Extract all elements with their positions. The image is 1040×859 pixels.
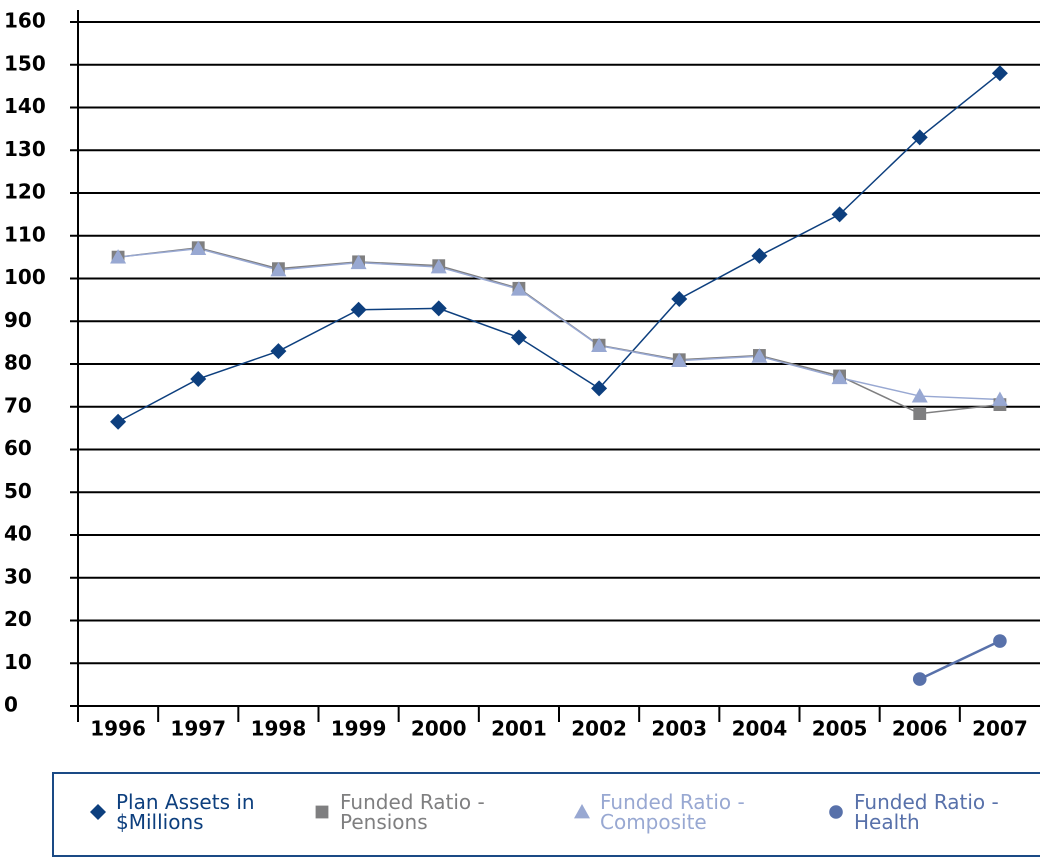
marker bbox=[829, 805, 843, 819]
series-line bbox=[117, 246, 1001, 415]
y-tick-label: 10 bbox=[4, 650, 32, 674]
marker bbox=[350, 301, 367, 318]
y-tick-label: 70 bbox=[4, 393, 32, 417]
marker bbox=[270, 261, 287, 277]
x-tick-label: 2006 bbox=[892, 717, 948, 741]
marker bbox=[430, 300, 447, 317]
marker bbox=[350, 254, 367, 270]
marker bbox=[574, 804, 590, 819]
x-tick-label: 2005 bbox=[812, 717, 868, 741]
x-tick-label: 1998 bbox=[251, 717, 307, 741]
marker bbox=[911, 388, 928, 403]
legend-marker bbox=[829, 805, 843, 819]
legend-marker bbox=[574, 804, 590, 819]
y-tick-label: 60 bbox=[4, 436, 32, 460]
series-line bbox=[117, 72, 1001, 423]
x-tick-label: 2003 bbox=[651, 717, 707, 741]
marker bbox=[110, 413, 127, 430]
marker bbox=[751, 247, 768, 264]
marker bbox=[90, 804, 106, 820]
marker bbox=[190, 240, 207, 255]
legend-label: Funded Ratio - Composite bbox=[600, 790, 745, 834]
marker bbox=[671, 352, 688, 367]
legend-item: Funded Ratio - Health bbox=[826, 792, 1034, 832]
legend-label: Funded Ratio - Pensions bbox=[340, 790, 485, 834]
y-tick-label: 50 bbox=[4, 479, 32, 503]
y-tick-label: 30 bbox=[4, 564, 32, 588]
x-tick-label: 2001 bbox=[491, 717, 547, 741]
marker bbox=[430, 258, 447, 274]
y-tick-label: 120 bbox=[4, 180, 46, 204]
y-tick-label: 150 bbox=[4, 51, 46, 75]
y-tick-label: 0 bbox=[4, 693, 18, 717]
x-tick-label: 1997 bbox=[170, 717, 226, 741]
marker bbox=[510, 329, 527, 346]
marker bbox=[831, 206, 848, 223]
marker bbox=[591, 380, 608, 397]
y-tick-label: 90 bbox=[4, 308, 32, 332]
legend-item: Plan Assets in $Millions bbox=[88, 792, 256, 832]
marker bbox=[315, 805, 329, 819]
x-tick-label: 2007 bbox=[972, 717, 1028, 741]
legend: Plan Assets in $Millions Funded Ratio - P… bbox=[52, 772, 1040, 857]
y-tick-label: 160 bbox=[4, 9, 46, 33]
series-line bbox=[118, 247, 1000, 401]
legend-label: Plan Assets in $Millions bbox=[116, 790, 255, 834]
marker bbox=[671, 291, 688, 308]
legend-marker bbox=[90, 804, 106, 820]
legend-item: Funded Ratio - Pensions bbox=[312, 792, 520, 832]
marker bbox=[190, 370, 207, 387]
marker bbox=[991, 391, 1008, 406]
marker bbox=[751, 348, 768, 363]
marker bbox=[911, 129, 928, 146]
marker bbox=[831, 369, 848, 385]
y-tick-label: 130 bbox=[4, 137, 46, 161]
x-tick-label: 2000 bbox=[411, 717, 467, 741]
marker bbox=[913, 407, 927, 420]
y-tick-label: 80 bbox=[4, 351, 32, 375]
y-tick-label: 110 bbox=[4, 222, 46, 246]
y-tick-label: 100 bbox=[4, 265, 46, 289]
marker bbox=[510, 281, 527, 296]
marker bbox=[110, 249, 127, 264]
x-tick-label: 1999 bbox=[331, 717, 387, 741]
y-tick-label: 20 bbox=[4, 607, 32, 631]
marker bbox=[993, 634, 1007, 648]
legend-item: Funded Ratio - Composite bbox=[572, 792, 780, 832]
legend-marker bbox=[315, 805, 329, 819]
x-tick-label: 1996 bbox=[90, 717, 146, 741]
legend-label: Funded Ratio - Health bbox=[854, 790, 999, 834]
marker bbox=[912, 672, 927, 686]
y-tick-label: 40 bbox=[4, 522, 32, 546]
marker bbox=[270, 343, 287, 360]
x-tick-label: 2002 bbox=[571, 717, 627, 741]
marker bbox=[591, 337, 608, 353]
marker bbox=[991, 65, 1008, 82]
y-tick-label: 140 bbox=[4, 94, 46, 118]
series-line bbox=[919, 639, 1001, 681]
x-tick-label: 2004 bbox=[732, 717, 788, 741]
chart: 0 10 20 30 40 50 60 70 80 90 100 110 120 130 140 150 160… bbox=[4, 9, 1040, 741]
